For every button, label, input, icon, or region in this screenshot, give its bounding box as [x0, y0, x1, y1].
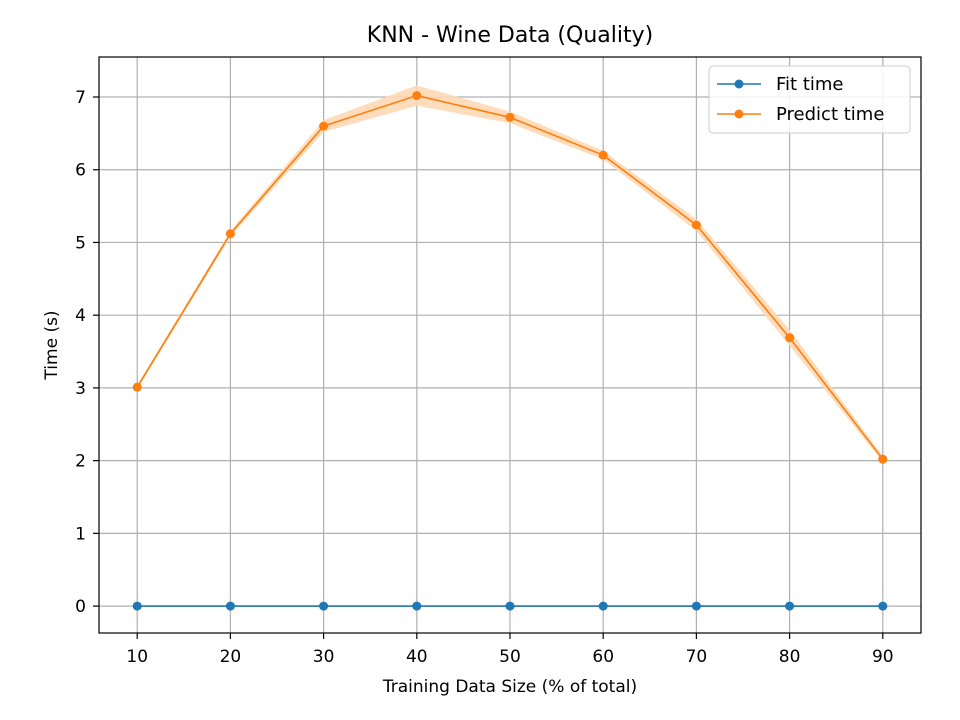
x-tick-label-70: 70: [686, 647, 708, 667]
x-tick-label-30: 30: [313, 647, 335, 667]
x-tick-label-50: 50: [499, 647, 521, 667]
x-tick-label-90: 90: [872, 647, 894, 667]
y-tick-label-3: 3: [75, 379, 86, 399]
fit-time-point-70: [691, 601, 701, 611]
predict-time-point-20: [225, 229, 235, 239]
fit-time-point-40: [412, 601, 422, 611]
chart-title: KNN - Wine Data (Quality): [367, 23, 653, 48]
series-markers: [132, 91, 888, 611]
x-tick-label-20: 20: [220, 647, 242, 667]
y-tick-label-6: 6: [75, 161, 86, 181]
confidence-bands: [137, 85, 883, 463]
x-tick-label-80: 80: [779, 647, 801, 667]
fit-time-point-10: [132, 601, 142, 611]
y-tick-label-0: 0: [75, 597, 86, 617]
x-axis-ticks: 10 20 30 40 50 60 70 80 90: [126, 633, 894, 667]
x-tick-label-40: 40: [406, 647, 428, 667]
fit-time-point-80: [785, 601, 795, 611]
legend: Fit time Predict time: [708, 65, 911, 134]
fit-time-point-30: [319, 601, 329, 611]
legend-label-predict-time: Predict time: [776, 104, 884, 125]
y-tick-label-5: 5: [75, 233, 86, 253]
x-tick-label-60: 60: [592, 647, 614, 667]
predict-time-band: [137, 85, 883, 463]
y-tick-label-2: 2: [75, 452, 86, 472]
y-tick-label-1: 1: [75, 524, 86, 544]
predict-time-point-70: [691, 220, 701, 230]
fit-time-point-90: [878, 601, 888, 611]
y-axis-ticks: 0 1 2 3 4 5 6 7: [75, 88, 99, 617]
legend-marker-fit-time: [734, 79, 744, 89]
x-tick-label-10: 10: [126, 647, 148, 667]
predict-time-point-10: [132, 382, 142, 392]
x-axis-label: Training Data Size (% of total): [382, 677, 637, 697]
y-tick-label-4: 4: [75, 306, 86, 326]
fit-time-point-20: [225, 601, 235, 611]
predict-time-point-60: [598, 150, 608, 160]
fit-time-point-60: [598, 601, 608, 611]
legend-box: [708, 65, 911, 134]
legend-marker-predict-time: [734, 109, 744, 119]
predict-time-point-30: [319, 121, 329, 131]
legend-label-fit-time: Fit time: [776, 74, 844, 95]
predict-time-point-50: [505, 112, 515, 122]
y-axis-label: Time (s): [42, 310, 62, 380]
predict-time-point-80: [785, 333, 795, 343]
y-tick-label-7: 7: [75, 88, 86, 108]
predict-time-point-90: [878, 454, 888, 464]
predict-time-point-40: [412, 91, 422, 101]
fit-time-point-50: [505, 601, 515, 611]
